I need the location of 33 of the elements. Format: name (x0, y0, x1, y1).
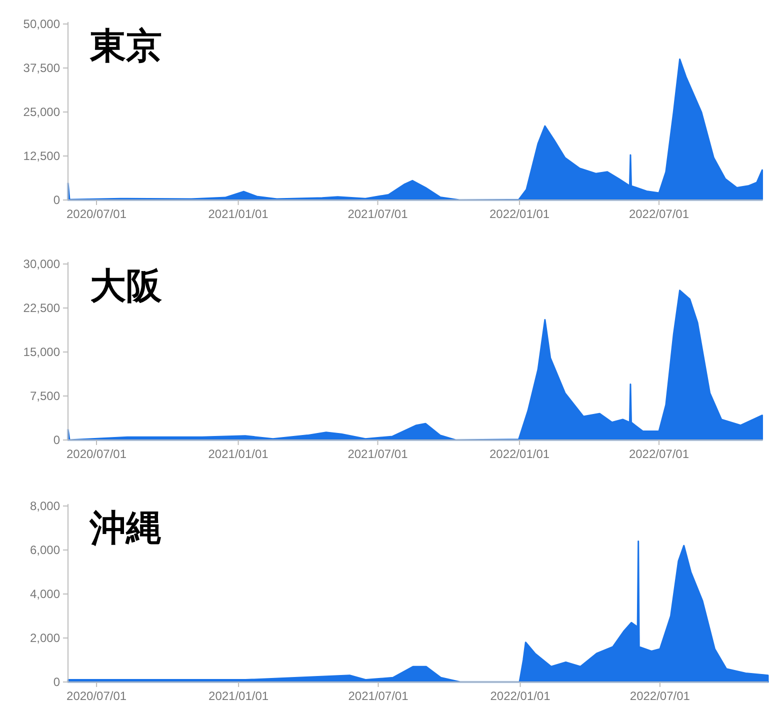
y-tick-label: 8,000 (30, 499, 60, 513)
x-tick-label: 2022/07/01 (630, 689, 690, 703)
x-tick-label: 2022/01/01 (490, 689, 551, 703)
x-tick-label: 2022/01/01 (489, 447, 550, 461)
x-tick-label: 2022/07/01 (628, 447, 690, 461)
y-tick-label: 37,500 (23, 61, 60, 75)
x-tick-label: 2021/07/01 (348, 447, 408, 461)
y-tick-label: 22,500 (23, 301, 60, 315)
x-tick-label: 2022/07/01 (628, 207, 690, 221)
y-tick-label: 25,000 (23, 105, 60, 119)
x-tick-label: 2020/07/01 (66, 447, 127, 461)
x-tick-label: 2020/07/01 (66, 689, 127, 703)
y-tick-label: 12,500 (23, 149, 60, 163)
x-tick-label: 2021/01/01 (208, 207, 269, 221)
y-tick-label: 6,000 (30, 543, 60, 557)
y-tick-label: 0 (53, 675, 60, 689)
x-tick-label: 2021/01/01 (208, 447, 269, 461)
y-tick-label: 7,500 (30, 389, 60, 403)
chart-title: 沖縄 (89, 508, 162, 549)
y-tick-label: 2,000 (30, 631, 60, 645)
y-tick-label: 0 (53, 193, 60, 207)
x-tick-label: 2021/01/01 (208, 689, 269, 703)
y-tick-label: 50,000 (23, 17, 60, 31)
x-tick-label: 2021/07/01 (348, 207, 408, 221)
chart-title: 東京 (89, 26, 162, 67)
y-tick-label: 4,000 (30, 587, 60, 601)
x-tick-label: 2020/07/01 (66, 207, 127, 221)
y-tick-label: 15,000 (23, 345, 60, 359)
y-tick-label: 0 (53, 433, 60, 447)
chart-title: 大阪 (90, 266, 163, 307)
x-tick-label: 2021/07/01 (348, 689, 409, 703)
x-tick-label: 2022/01/01 (489, 207, 550, 221)
y-tick-label: 30,000 (23, 257, 60, 271)
